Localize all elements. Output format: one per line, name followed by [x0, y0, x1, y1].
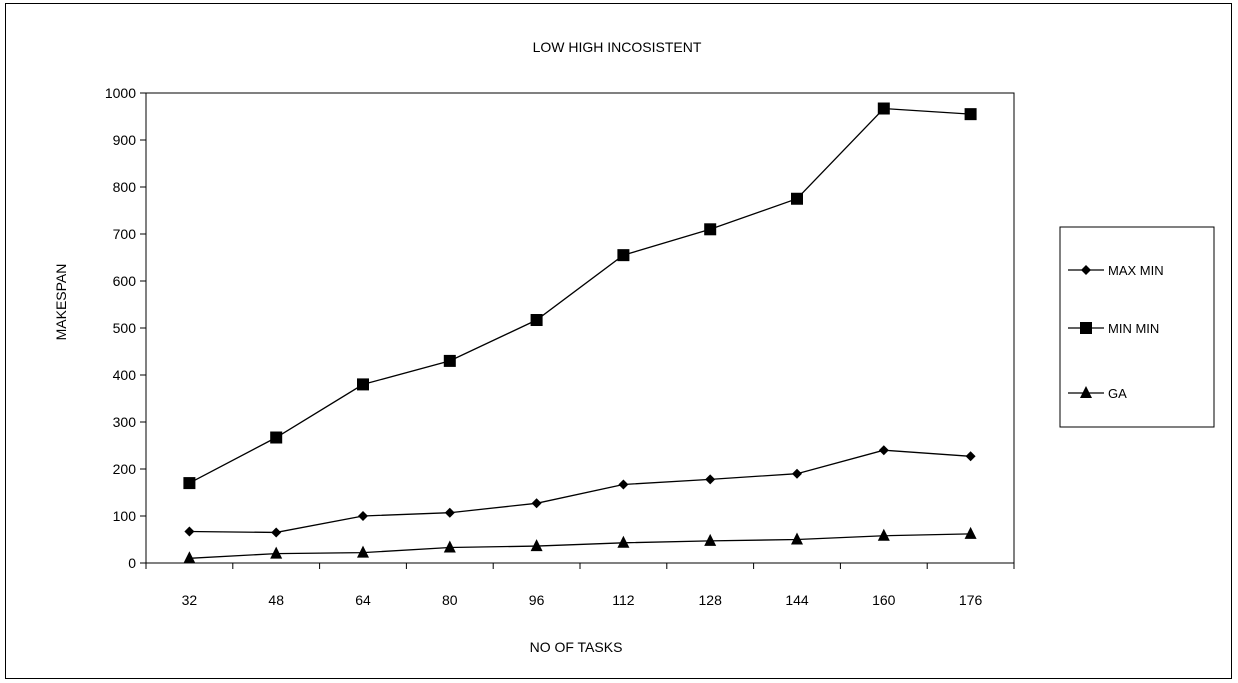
- diamond-marker: [965, 451, 976, 462]
- square-marker: [877, 102, 890, 115]
- series-ga: [183, 526, 977, 564]
- y-tick-label: 500: [113, 320, 137, 336]
- y-tick-label: 200: [113, 461, 137, 477]
- x-tick-label: 144: [785, 592, 809, 608]
- x-tick-label: 176: [959, 592, 983, 608]
- diamond-marker: [531, 498, 542, 509]
- series-max-min: [184, 445, 976, 538]
- series-line: [189, 449, 971, 534]
- diamond-marker: [358, 511, 368, 521]
- square-marker: [270, 431, 283, 444]
- diamond-marker: [705, 474, 716, 485]
- legend-label: GA: [1108, 386, 1127, 401]
- legend-item: MIN MIN: [1068, 321, 1159, 336]
- square-marker: [443, 354, 456, 367]
- square-marker: [704, 223, 717, 236]
- y-tick-label: 700: [113, 226, 137, 242]
- triangle-marker: [530, 539, 543, 552]
- triangle-marker: [1080, 386, 1092, 398]
- diamond-marker: [1081, 265, 1091, 275]
- x-tick-label: 112: [612, 592, 635, 608]
- y-tick-label: 400: [113, 367, 137, 383]
- series-line: [189, 533, 971, 559]
- diamond-marker: [271, 527, 282, 538]
- diamond-marker: [444, 507, 455, 518]
- legend-label: MAX MIN: [1108, 263, 1164, 278]
- x-tick-label: 128: [699, 592, 723, 608]
- x-tick-label: 32: [182, 592, 198, 608]
- x-tick-label: 64: [355, 592, 371, 608]
- square-marker: [530, 314, 543, 327]
- square-marker: [964, 108, 977, 121]
- square-marker: [357, 378, 369, 391]
- x-tick-label: 48: [268, 592, 284, 608]
- square-marker: [791, 192, 803, 205]
- square-marker: [183, 477, 196, 490]
- series-layer: [183, 102, 977, 564]
- legend: MAX MIN MIN MIN GA: [1068, 263, 1164, 401]
- y-tick-label: 1000: [105, 85, 136, 101]
- y-tick-label: 800: [113, 179, 137, 195]
- triangle-marker: [617, 535, 630, 548]
- series-line: [189, 107, 971, 484]
- triangle-marker: [791, 532, 803, 545]
- diamond-marker: [792, 468, 802, 479]
- y-tick-label: 0: [128, 555, 136, 571]
- y-tick-label: 100: [113, 508, 137, 524]
- plot-area: [145, 92, 1015, 564]
- x-tick-label: 80: [442, 592, 458, 608]
- x-tick-label: 96: [529, 592, 545, 608]
- chart-title: LOW HIGH INCOSISTENT: [533, 39, 702, 55]
- diamond-marker: [184, 526, 195, 537]
- legend-item: MAX MIN: [1068, 263, 1164, 278]
- y-tick-label: 900: [113, 132, 137, 148]
- triangle-marker: [357, 545, 369, 558]
- series-min-min: [183, 102, 977, 490]
- x-axis-label: NO OF TASKS: [530, 639, 623, 655]
- chart-frame: [5, 3, 1232, 679]
- legend-label: MIN MIN: [1108, 321, 1159, 336]
- y-axis-label: MAKESPAN: [53, 264, 69, 341]
- y-tick-label: 300: [113, 414, 137, 430]
- triangle-marker: [183, 551, 196, 564]
- diamond-marker: [618, 479, 629, 490]
- triangle-marker: [270, 546, 283, 559]
- triangle-marker: [877, 528, 890, 541]
- triangle-marker: [964, 526, 977, 539]
- square-marker: [617, 249, 630, 262]
- square-marker: [1080, 322, 1092, 334]
- triangle-marker: [704, 533, 717, 546]
- axes: 0 100 200 300 400 500 600 700 800 900 1000 32 48 64 80…: [105, 85, 1015, 608]
- y-tick-label: 600: [113, 273, 137, 289]
- legend-item: GA: [1068, 386, 1127, 401]
- x-tick-label: 160: [872, 592, 896, 608]
- diamond-marker: [878, 445, 889, 456]
- triangle-marker: [443, 540, 456, 553]
